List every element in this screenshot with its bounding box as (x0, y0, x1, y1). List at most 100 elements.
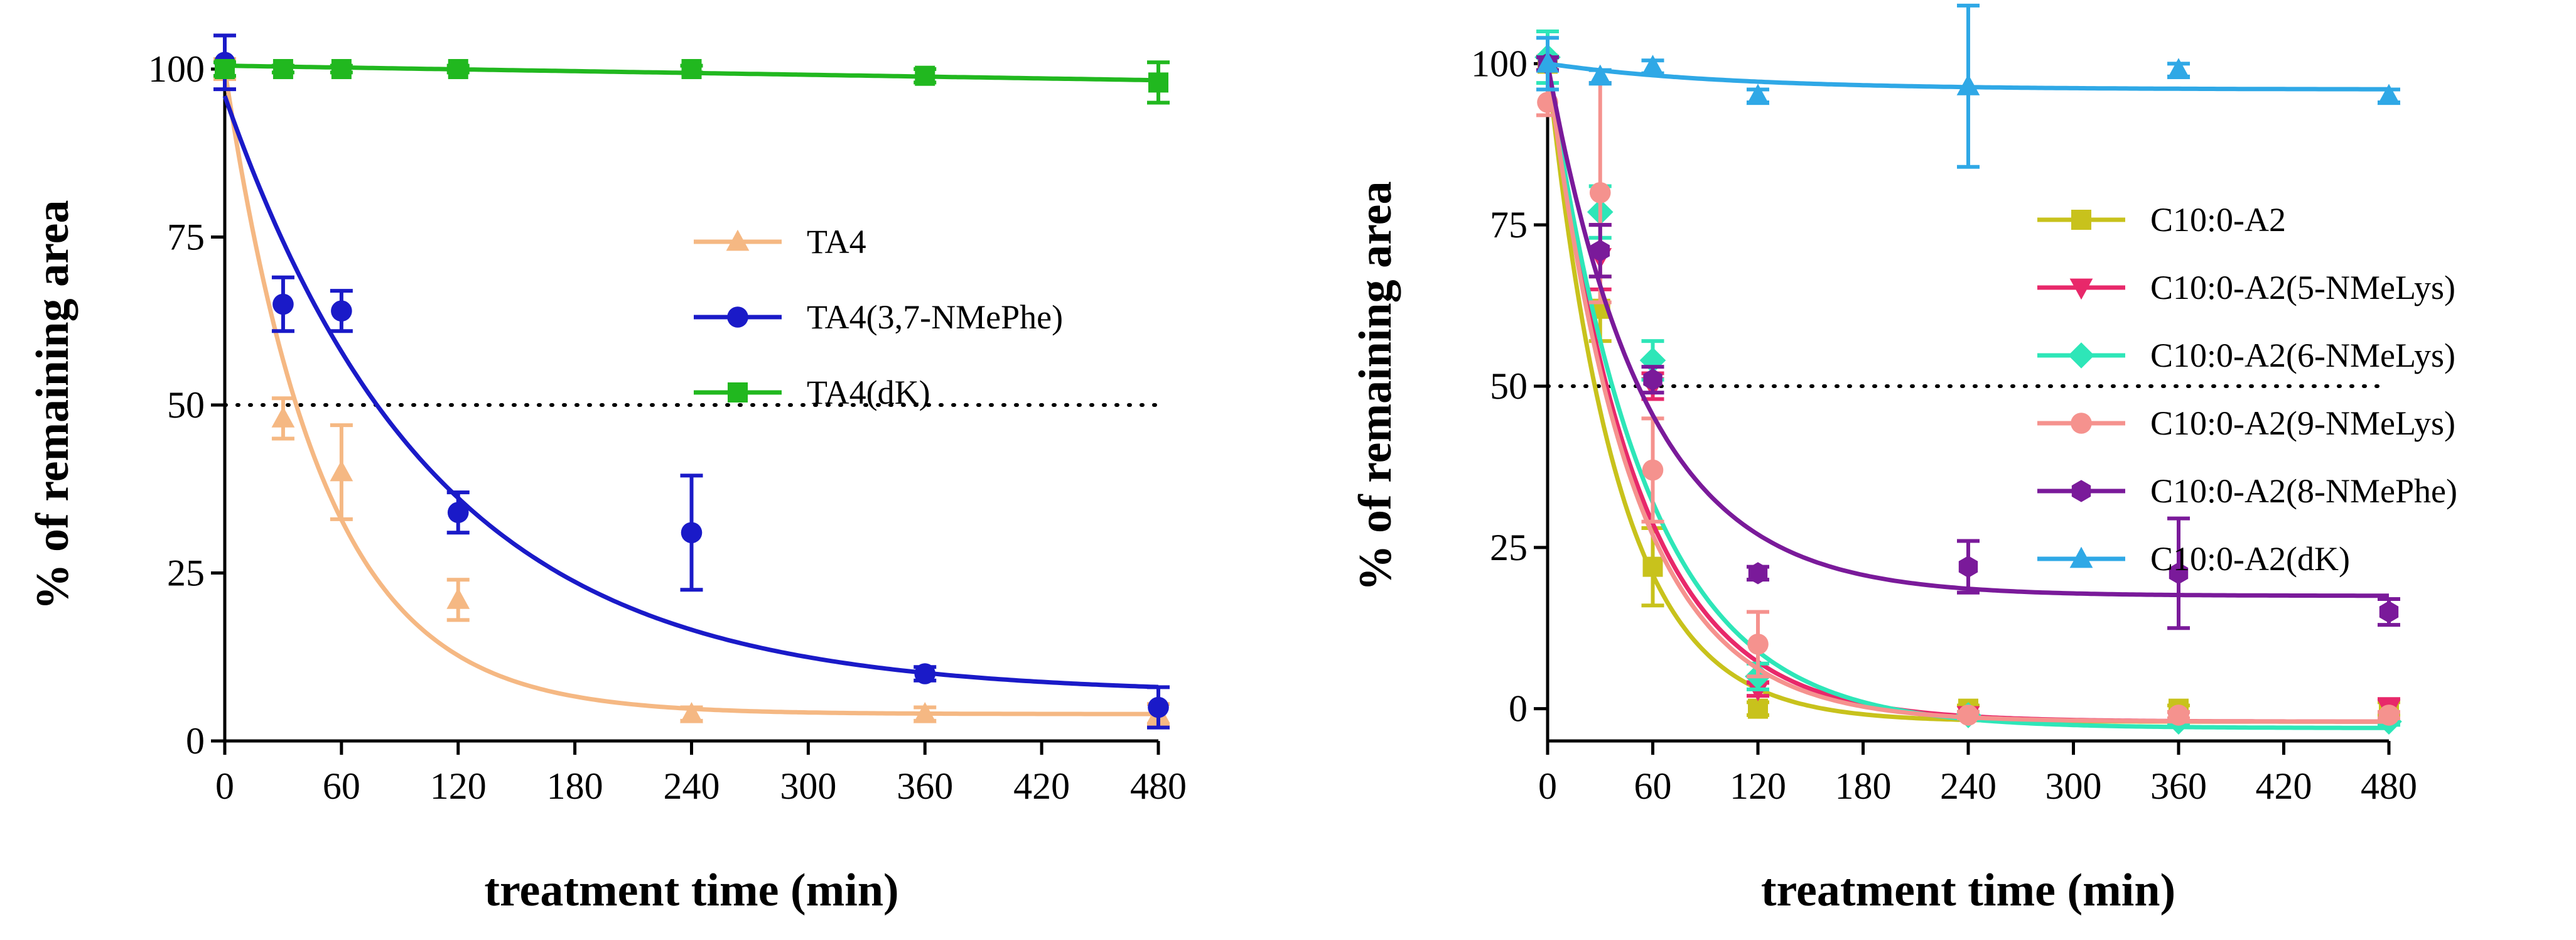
x-tick-label: 120 (430, 765, 487, 807)
y-axis-title: % of remaining area (1350, 181, 1401, 592)
x-tick-label: 0 (1538, 765, 1557, 807)
x-tick-label: 120 (1730, 765, 1786, 807)
y-tick-label: 75 (167, 217, 205, 258)
y-tick-label: 25 (1490, 527, 1528, 568)
data-point (2168, 705, 2189, 726)
data-point (913, 702, 937, 723)
x-tick-label: 420 (2256, 765, 2312, 807)
data-point (2167, 58, 2191, 80)
x-tick-label: 0 (215, 765, 234, 807)
y-tick-label: 0 (186, 720, 205, 762)
data-point (2377, 84, 2401, 105)
legend-marker (2071, 413, 2092, 434)
data-point (446, 588, 470, 609)
series-TA4: TA4 (213, 57, 1170, 727)
data-point (1590, 239, 1610, 262)
data-point (1588, 64, 1612, 86)
data-point (2379, 600, 2399, 624)
data-point (272, 293, 294, 315)
x-axis-title: treatment time (min) (1761, 865, 2175, 916)
data-point (2378, 705, 2400, 726)
data-point (272, 59, 293, 79)
data-point (331, 300, 352, 321)
data-point (1958, 556, 1978, 578)
legend-label: TA4 (807, 223, 866, 261)
x-tick-label: 60 (1634, 765, 1672, 807)
legend-marker (728, 382, 748, 402)
series-C10:0-A2(dK): C10:0-A2(dK) (1536, 3, 2401, 578)
data-point (915, 65, 935, 86)
x-tick-label: 360 (897, 765, 953, 807)
data-point (1642, 556, 1663, 577)
x-tick-label: 180 (547, 765, 603, 807)
y-tick-label: 0 (1509, 688, 1528, 730)
legend-marker (2071, 210, 2091, 230)
legend-marker (2071, 480, 2091, 502)
y-tick-label: 50 (167, 384, 205, 426)
left-chart-panel: 0 25 50 75 100 0 60 120 180 240 300 360 420 480 treatm… (27, 33, 1187, 916)
series-C10:0-A2(9-NMeLys): C10:0-A2(9-NMeLys) (1536, 63, 2455, 726)
y-tick-label: 50 (1490, 365, 1528, 407)
data-point (1958, 705, 1979, 726)
legend-label: C10:0-A2(9-NMeLys) (2150, 404, 2455, 442)
data-point (448, 59, 468, 79)
data-point (1536, 51, 1560, 73)
legend-marker (2068, 342, 2094, 369)
data-point (1641, 55, 1664, 76)
data-point (2169, 562, 2189, 585)
legend-label: C10:0-A2(8-NMePhe) (2150, 472, 2457, 510)
data-point (1589, 182, 1611, 203)
x-tick-label: 240 (1940, 765, 1997, 807)
right-chart-panel: 0 25 50 75 100 0 60 120 180 240 300 360 420 480 treatm… (1350, 3, 2457, 916)
series-C10:0-A2(6-NMeLys): C10:0-A2(6-NMeLys) (1534, 30, 2455, 735)
x-tick-label: 480 (2361, 765, 2417, 807)
data-point (681, 59, 702, 79)
series-C10:0-A2(5-NMeLys): C10:0-A2(5-NMeLys) (1536, 54, 2455, 734)
data-point (680, 702, 703, 723)
data-point (331, 59, 352, 79)
x-tick-label: 420 (1013, 765, 1070, 807)
series-TA4(dK): TA4(dK) (213, 59, 1170, 411)
data-point (1748, 698, 1768, 719)
x-tick-label: 60 (323, 765, 360, 807)
x-tick-label: 480 (1130, 765, 1187, 807)
y-tick-label: 75 (1490, 204, 1528, 246)
x-tick-label: 300 (780, 765, 836, 807)
data-point (1643, 369, 1663, 391)
x-tick-label: 240 (664, 765, 720, 807)
data-point (1148, 696, 1169, 718)
legend-marker (727, 306, 748, 328)
data-point (1642, 459, 1664, 481)
x-tick-label: 300 (2045, 765, 2102, 807)
y-axis-title: % of remaining area (27, 200, 78, 610)
legend-label: C10:0-A2 (2150, 201, 2286, 239)
legend-label: TA4(dK) (807, 374, 930, 411)
legend-label: TA4(3,7-NMePhe) (807, 298, 1063, 336)
data-point (914, 663, 936, 684)
data-point (271, 406, 295, 428)
y-tick-label: 100 (1471, 43, 1528, 84)
data-point (1746, 84, 1770, 105)
legend-label: C10:0-A2(dK) (2150, 540, 2350, 578)
y-tick-label: 100 (148, 48, 205, 90)
data-point (1748, 562, 1768, 585)
legend-marker (2069, 278, 2093, 300)
data-point (1956, 74, 1980, 95)
legend-label: C10:0-A2(5-NMeLys) (2150, 269, 2455, 306)
legend-marker (2069, 546, 2093, 568)
x-tick-label: 180 (1835, 765, 1892, 807)
x-tick-label: 360 (2150, 765, 2207, 807)
legend-marker (726, 229, 750, 251)
data-point (681, 522, 703, 544)
legend-label: C10:0-A2(6-NMeLys) (2150, 337, 2455, 374)
y-tick-label: 25 (167, 553, 205, 594)
series-TA4(3,7-NMePhe): TA4(3,7-NMePhe) (213, 33, 1170, 730)
data-point (1148, 72, 1168, 93)
x-axis-title: treatment time (min) (484, 865, 898, 916)
data-point (1747, 634, 1769, 655)
data-point (215, 59, 235, 79)
data-point (330, 460, 353, 482)
data-point (447, 502, 469, 523)
fit-curve (222, 95, 1159, 689)
